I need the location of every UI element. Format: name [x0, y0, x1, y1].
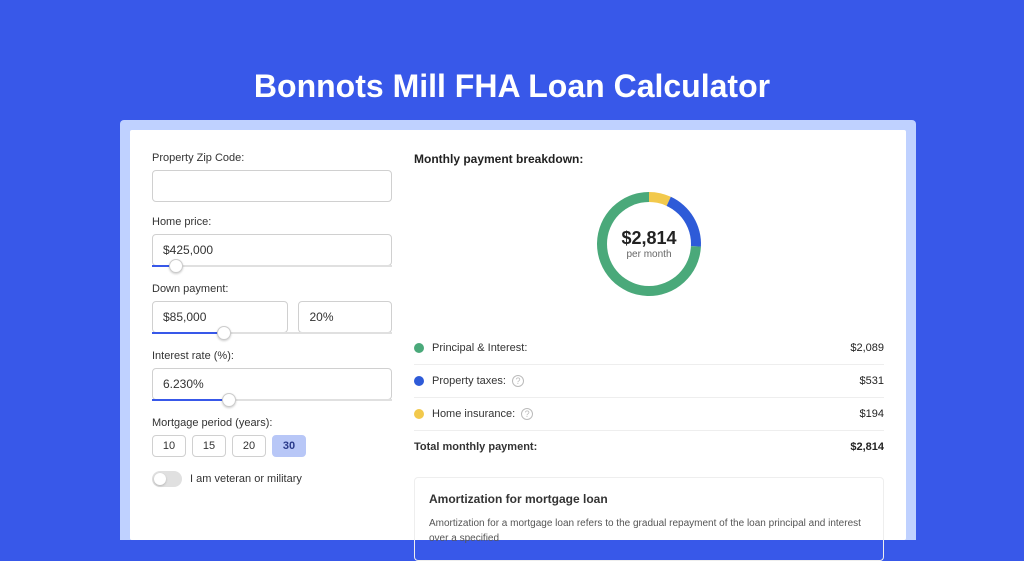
donut-chart-wrap: $2,814 per month: [414, 180, 884, 308]
legend-total-value: $2,814: [850, 441, 884, 453]
legend-label: Property taxes:: [432, 375, 506, 387]
legend-dot-icon: [414, 343, 424, 353]
breakdown-column: Monthly payment breakdown: $2,814 per mo…: [414, 152, 884, 540]
period-option-20[interactable]: 20: [232, 435, 266, 457]
veteran-label: I am veteran or military: [190, 473, 302, 485]
interest-slider[interactable]: [152, 399, 392, 403]
legend-total-row: Total monthly payment: $2,814: [414, 430, 884, 463]
home-price-label: Home price:: [152, 216, 392, 228]
interest-field: Interest rate (%):: [152, 350, 392, 403]
amortization-card: Amortization for mortgage loan Amortizat…: [414, 477, 884, 561]
period-field: Mortgage period (years): 10 15 20 30: [152, 417, 392, 457]
outer-card: Property Zip Code: Home price: Down paym…: [120, 120, 916, 540]
down-payment-field: Down payment:: [152, 283, 392, 336]
legend-total-label: Total monthly payment:: [414, 441, 537, 453]
donut-center: $2,814 per month: [585, 180, 713, 308]
period-options: 10 15 20 30: [152, 435, 392, 457]
toggle-knob: [154, 473, 166, 485]
zip-label: Property Zip Code:: [152, 152, 392, 164]
period-option-30[interactable]: 30: [272, 435, 306, 457]
slider-fill: [152, 332, 224, 334]
interest-label: Interest rate (%):: [152, 350, 392, 362]
legend-dot-icon: [414, 376, 424, 386]
legend: Principal & Interest: $2,089 Property taxe…: [414, 332, 884, 430]
period-label: Mortgage period (years):: [152, 417, 392, 429]
interest-input[interactable]: [152, 368, 392, 400]
home-price-slider[interactable]: [152, 265, 392, 269]
page-title: Bonnots Mill FHA Loan Calculator: [0, 68, 1024, 105]
period-option-10[interactable]: 10: [152, 435, 186, 457]
help-icon[interactable]: ?: [521, 408, 533, 420]
amortization-title: Amortization for mortgage loan: [429, 492, 869, 506]
veteran-toggle[interactable]: [152, 471, 182, 487]
slider-fill: [152, 399, 229, 401]
legend-row-principal_interest: Principal & Interest: $2,089: [414, 332, 884, 364]
calculator-card: Property Zip Code: Home price: Down paym…: [130, 130, 906, 540]
period-option-15[interactable]: 15: [192, 435, 226, 457]
legend-dot-icon: [414, 409, 424, 419]
slider-thumb[interactable]: [222, 393, 236, 407]
legend-label: Home insurance:: [432, 408, 515, 420]
legend-value: $194: [860, 408, 884, 420]
breakdown-title: Monthly payment breakdown:: [414, 152, 884, 166]
slider-thumb[interactable]: [169, 259, 183, 273]
legend-row-property_taxes: Property taxes:? $531: [414, 364, 884, 397]
legend-value: $2,089: [850, 342, 884, 354]
amortization-body: Amortization for a mortgage loan refers …: [429, 516, 869, 546]
donut-chart: $2,814 per month: [585, 180, 713, 308]
legend-row-home_insurance: Home insurance:? $194: [414, 397, 884, 430]
down-payment-slider[interactable]: [152, 332, 392, 336]
home-price-field: Home price:: [152, 216, 392, 269]
down-payment-percent-input[interactable]: [298, 301, 392, 333]
donut-sub: per month: [626, 249, 671, 260]
zip-field: Property Zip Code:: [152, 152, 392, 202]
donut-amount: $2,814: [621, 228, 676, 249]
down-payment-label: Down payment:: [152, 283, 392, 295]
legend-label: Principal & Interest:: [432, 342, 527, 354]
help-icon[interactable]: ?: [512, 375, 524, 387]
zip-input[interactable]: [152, 170, 392, 202]
slider-thumb[interactable]: [217, 326, 231, 340]
legend-value: $531: [860, 375, 884, 387]
veteran-row: I am veteran or military: [152, 471, 392, 487]
home-price-input[interactable]: [152, 234, 392, 266]
form-column: Property Zip Code: Home price: Down paym…: [152, 152, 392, 540]
